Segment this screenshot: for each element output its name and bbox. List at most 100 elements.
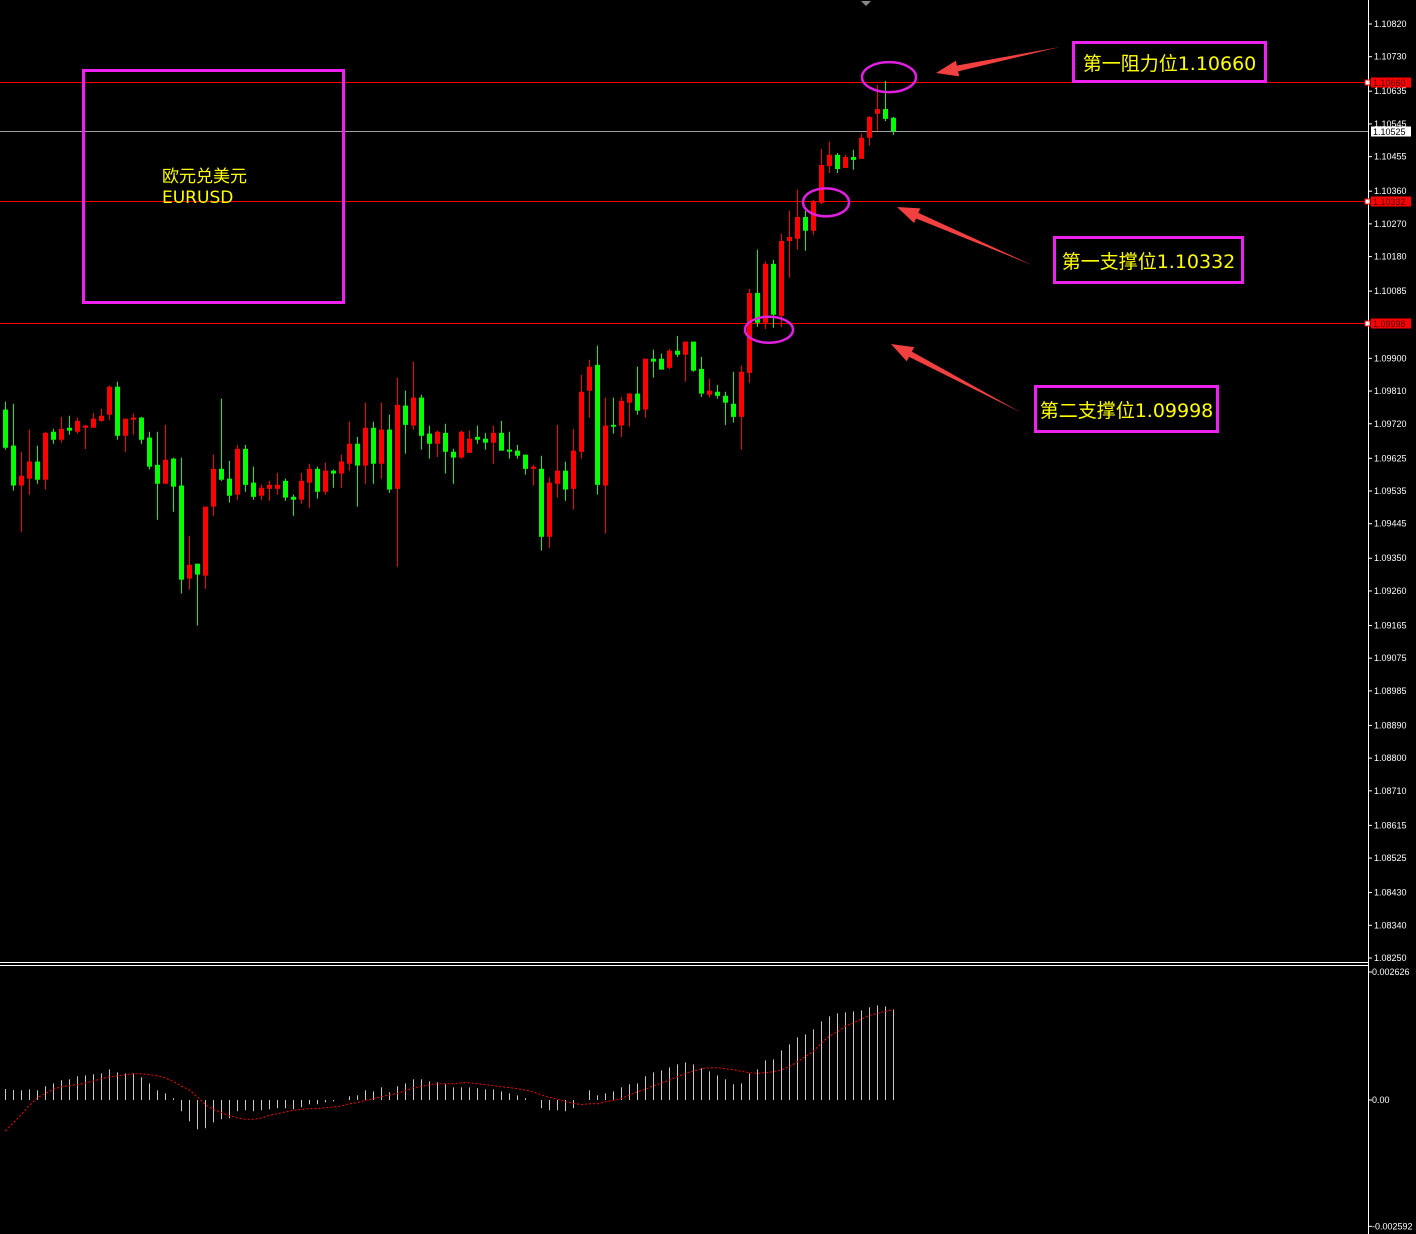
chart-shift-marker-icon <box>861 1 871 6</box>
candle-body <box>187 564 192 579</box>
candle-body <box>635 393 640 411</box>
candle-body <box>571 450 576 489</box>
support-2-text: 第二支撑位1.09998 <box>1039 399 1214 422</box>
support-2-label: 第二支撑位1.09998 <box>1034 385 1219 433</box>
current-price-tag-text: 1.10525 <box>1373 127 1406 137</box>
indicator-y-tick-label: -0.002592 <box>1372 1221 1413 1231</box>
y-tick-label: 1.09445 <box>1374 519 1407 529</box>
candle-body <box>227 478 232 496</box>
candle-body <box>699 368 704 394</box>
y-tick-label: 1.09075 <box>1374 653 1407 663</box>
candle-body <box>3 409 8 448</box>
candle-body <box>155 464 160 484</box>
support-1-label: 第一支撑位1.10332 <box>1053 236 1244 284</box>
level-handle <box>1364 79 1371 86</box>
candle-body <box>619 400 624 426</box>
candle-body <box>411 397 416 426</box>
y-tick-label: 1.09720 <box>1374 419 1407 429</box>
candle-body <box>579 391 584 452</box>
candle-body <box>395 404 400 489</box>
candle-body <box>219 468 224 480</box>
candle-body <box>419 397 424 436</box>
candle-body <box>51 431 56 440</box>
candle-body <box>891 117 896 132</box>
candle-body <box>659 358 664 370</box>
candle-body <box>715 391 720 396</box>
indicator-pane <box>5 1005 894 1132</box>
candle-body <box>723 395 728 403</box>
y-tick-label: 1.10820 <box>1374 19 1407 29</box>
candle-body <box>739 371 744 417</box>
candle-body <box>99 415 104 421</box>
candle-body <box>83 425 88 428</box>
y-tick-label: 1.08430 <box>1374 888 1407 898</box>
candle-body <box>875 109 880 114</box>
candle-body <box>363 427 368 466</box>
candle-body <box>331 470 336 474</box>
level-handle <box>1364 198 1371 205</box>
level-price-tag-text: 1.09998 <box>1373 319 1406 329</box>
y-tick-label: 1.10545 <box>1374 119 1407 129</box>
highlight-circle <box>743 315 795 344</box>
level-price-tag <box>1371 77 1411 88</box>
y-tick-label: 1.08985 <box>1374 686 1407 696</box>
candle-body <box>131 417 136 420</box>
candle-body <box>515 450 520 456</box>
y-tick-label: 1.10730 <box>1374 52 1407 62</box>
y-tick-label: 1.08890 <box>1374 720 1407 730</box>
candle-body <box>283 480 288 498</box>
candle-body <box>587 366 592 391</box>
candle-body <box>35 461 40 480</box>
candle-body <box>251 482 256 497</box>
candle-body <box>139 417 144 440</box>
candle-body <box>275 484 280 489</box>
y-tick-label: 1.08615 <box>1374 820 1407 830</box>
candle-body <box>771 263 776 315</box>
y-tick-label: 1.10085 <box>1374 286 1407 296</box>
current-price-tag <box>1371 126 1411 137</box>
candle-body <box>683 341 688 355</box>
candle-body <box>787 236 792 241</box>
candle-body <box>451 451 456 458</box>
candle-body <box>883 109 888 119</box>
candle-body <box>803 216 808 231</box>
level-handle <box>1364 320 1371 327</box>
candle-body <box>779 240 784 316</box>
candle-body <box>211 468 216 507</box>
candle-body <box>603 425 608 486</box>
symbol-name-cn: 欧元兑美元 <box>162 167 247 187</box>
candle-body <box>539 468 544 537</box>
candle-body <box>499 432 504 451</box>
candle-body <box>595 364 600 485</box>
candle-body <box>731 403 736 417</box>
candle-body <box>307 468 312 483</box>
candle-body <box>315 468 320 492</box>
y-tick-label: 1.10635 <box>1374 86 1407 96</box>
candle-body <box>107 386 112 415</box>
candles <box>3 81 896 626</box>
candle-body <box>707 390 712 395</box>
support-1-text: 第一支撑位1.10332 <box>1061 250 1236 273</box>
candle-body <box>763 263 768 323</box>
candle-body <box>147 437 152 467</box>
arrow-icon <box>897 207 1032 265</box>
candle-body <box>171 458 176 487</box>
candle-body <box>235 448 240 495</box>
candle-body <box>675 350 680 355</box>
candle-body <box>163 459 168 484</box>
candle-body <box>851 157 856 160</box>
y-tick-label: 1.09810 <box>1374 386 1407 396</box>
candle-body <box>203 506 208 576</box>
candle-body <box>91 418 96 428</box>
candle-body <box>531 466 536 469</box>
indicator-y-tick-label: 0.00 <box>1372 1095 1390 1105</box>
candle-body <box>427 433 432 444</box>
y-tick-label: 1.09900 <box>1374 353 1407 363</box>
symbol-label-box: 欧元兑美元 EURUSD <box>82 69 345 304</box>
highlight-circle <box>860 60 918 94</box>
level-price-tag-text: 1.10332 <box>1373 197 1406 207</box>
candle-body <box>611 424 616 427</box>
candle-body <box>467 438 472 453</box>
candle-body <box>667 350 672 368</box>
